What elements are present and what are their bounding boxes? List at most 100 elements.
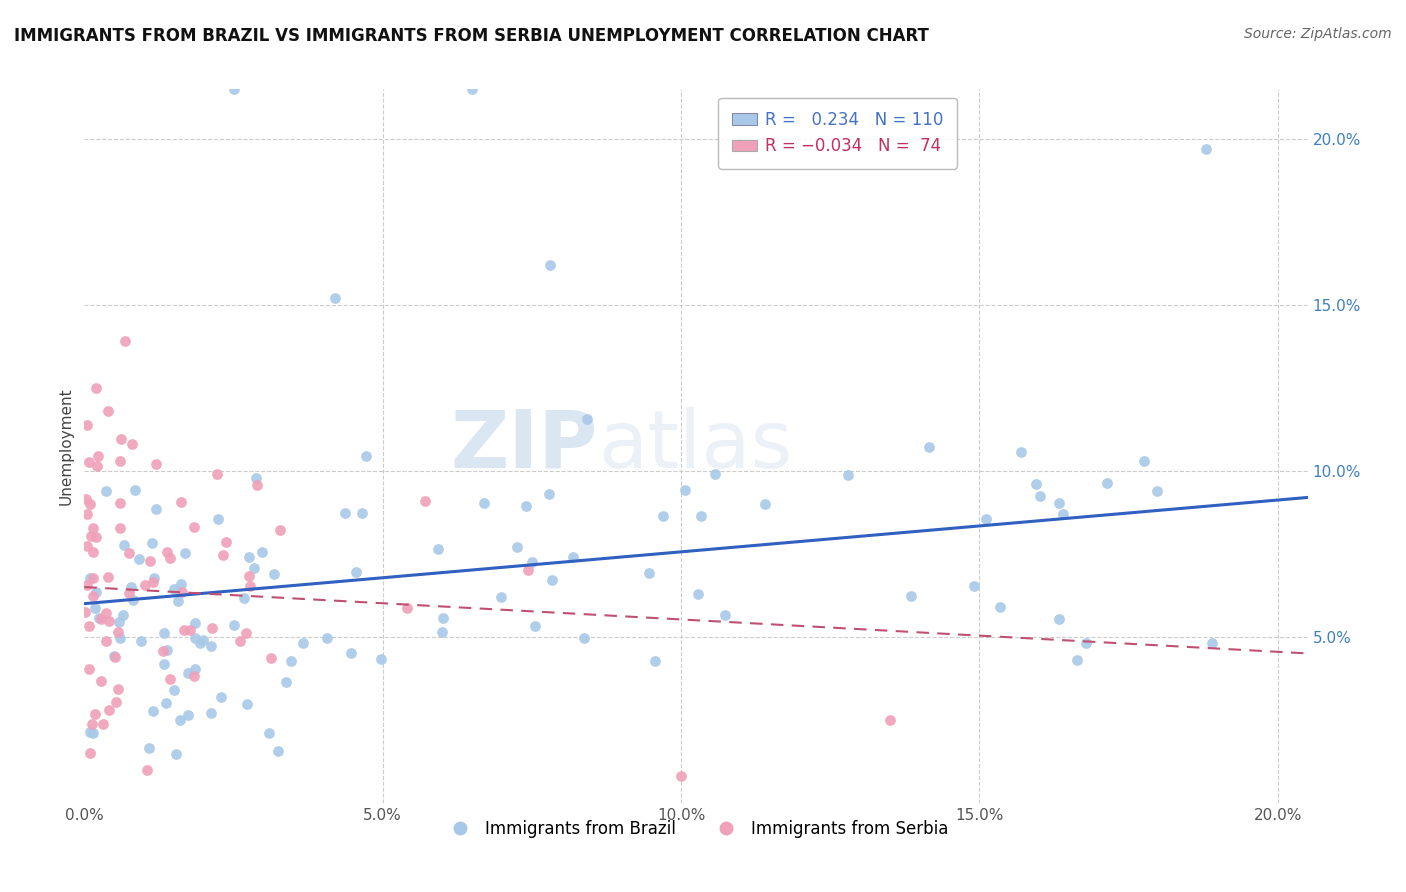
Point [79, 497, 101, 511]
Point [191, 632, 214, 647]
Point [112, 538, 135, 552]
Point [120, 580, 142, 594]
Text: atlas: atlas [598, 407, 793, 485]
Point [170, 577, 193, 591]
Point [94, 606, 117, 620]
Point [110, 432, 132, 446]
Point [200, 639, 222, 653]
Point [576, 412, 599, 426]
Point [84, 530, 107, 544]
Point [520, 555, 543, 569]
Point [107, 625, 129, 640]
Point [669, 769, 692, 783]
Point [124, 483, 146, 497]
Point [80, 717, 103, 731]
Point [236, 697, 259, 711]
Point [879, 713, 901, 727]
Point [121, 593, 143, 607]
Point [129, 634, 152, 648]
Point [84, 381, 107, 395]
Point [207, 512, 229, 526]
Point [461, 82, 484, 96]
Point [238, 550, 260, 565]
Point [77, 619, 100, 633]
Point [1066, 653, 1088, 667]
Point [333, 506, 356, 520]
Point [188, 636, 211, 650]
Point [79, 724, 101, 739]
Point [76, 417, 98, 432]
Point [142, 571, 165, 585]
Point [114, 334, 136, 348]
Point [246, 477, 269, 491]
Point [136, 763, 159, 777]
Point [239, 579, 262, 593]
Point [97, 404, 120, 418]
Point [87, 611, 110, 625]
Point [574, 631, 596, 645]
Point [228, 634, 250, 648]
Point [205, 467, 228, 482]
Point [238, 569, 260, 583]
Point [688, 587, 710, 601]
Point [1074, 636, 1097, 650]
Y-axis label: Unemployment: Unemployment [58, 387, 73, 505]
Point [1010, 445, 1032, 459]
Point [165, 747, 187, 761]
Point [515, 500, 537, 514]
Point [80, 529, 103, 543]
Point [84, 706, 107, 721]
Point [112, 607, 135, 622]
Point [233, 591, 256, 605]
Point [538, 258, 561, 272]
Point [280, 654, 302, 668]
Point [900, 590, 922, 604]
Point [489, 591, 512, 605]
Point [426, 541, 449, 556]
Point [82, 544, 104, 558]
Point [537, 487, 560, 501]
Point [274, 675, 297, 690]
Point [82, 521, 104, 535]
Point [212, 548, 235, 562]
Point [316, 631, 339, 645]
Point [517, 563, 540, 577]
Point [82, 726, 104, 740]
Point [170, 495, 193, 509]
Point [108, 631, 131, 645]
Point [152, 644, 174, 658]
Point [118, 586, 141, 600]
Point [108, 454, 131, 468]
Point [974, 512, 997, 526]
Point [97, 570, 120, 584]
Point [430, 624, 453, 639]
Point [121, 437, 143, 451]
Point [1201, 635, 1223, 649]
Point [104, 649, 127, 664]
Point [354, 449, 377, 463]
Point [245, 471, 267, 485]
Point [222, 82, 245, 96]
Point [963, 579, 986, 593]
Point [90, 674, 112, 689]
Point [90, 612, 112, 626]
Point [413, 494, 436, 508]
Point [1146, 483, 1168, 498]
Point [172, 585, 194, 599]
Point [163, 582, 186, 597]
Point [243, 560, 266, 574]
Point [1133, 454, 1156, 468]
Point [108, 496, 131, 510]
Point [159, 672, 181, 686]
Point [107, 615, 129, 630]
Point [110, 521, 132, 535]
Point [174, 546, 197, 560]
Point [263, 567, 285, 582]
Point [145, 457, 167, 471]
Point [105, 695, 128, 709]
Point [506, 540, 529, 554]
Point [128, 552, 150, 566]
Point [323, 291, 346, 305]
Point [1052, 507, 1074, 521]
Point [76, 539, 98, 553]
